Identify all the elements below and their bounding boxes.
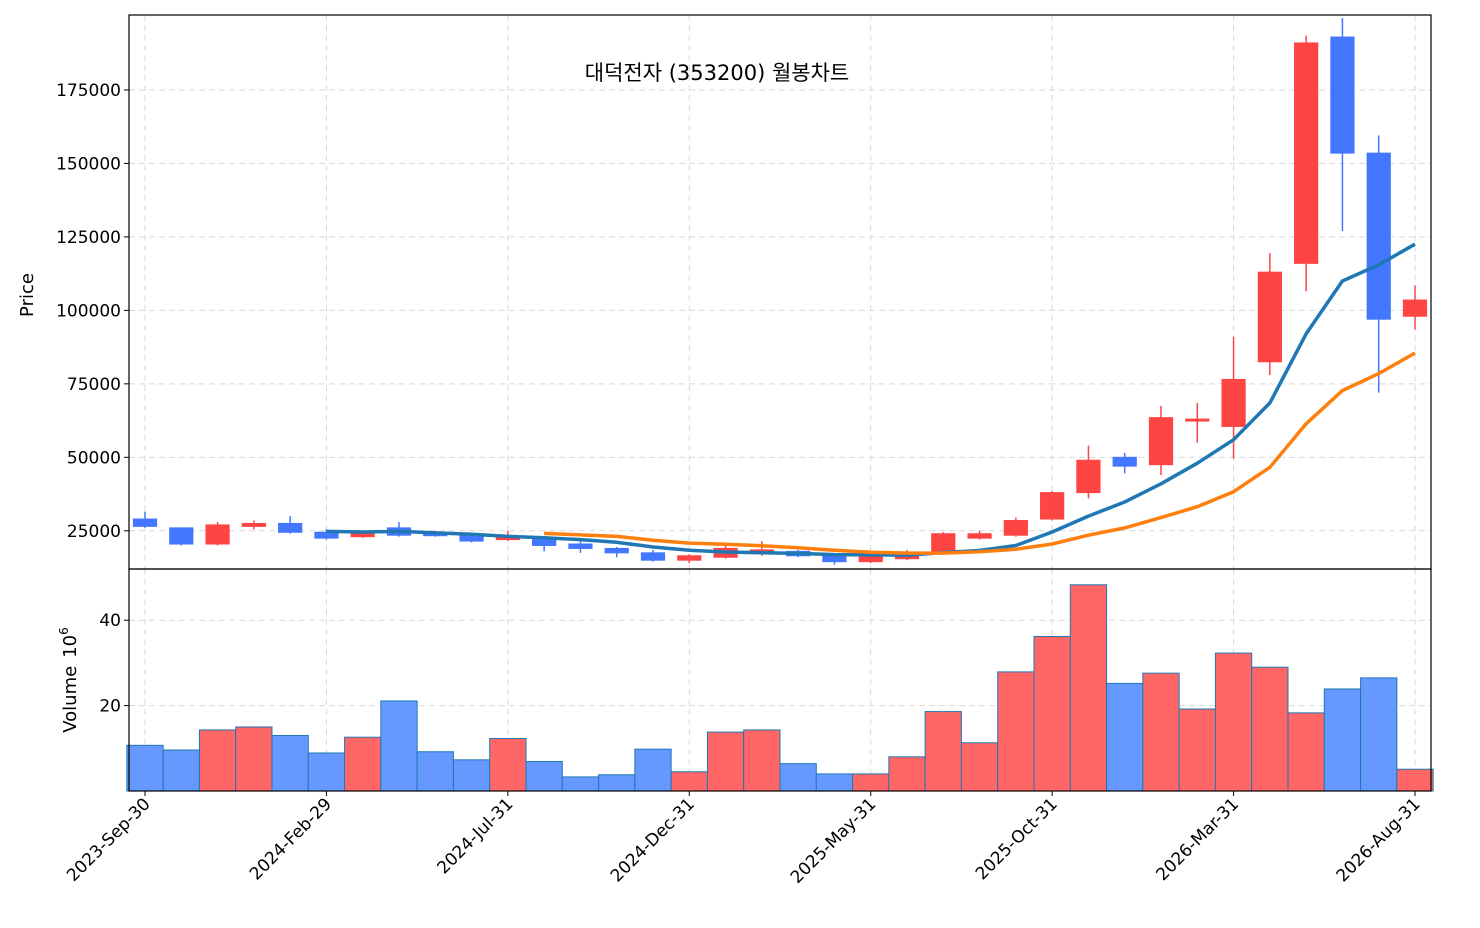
volume-bar <box>1033 635 1071 792</box>
candle-body <box>1003 520 1028 536</box>
price-tick-label: 100000 <box>56 301 121 321</box>
candle-body <box>604 547 629 554</box>
candle-body <box>205 524 230 545</box>
volume-bar <box>489 737 527 792</box>
volume-bar <box>380 700 418 792</box>
candle-body <box>967 533 992 539</box>
volume-bar <box>924 711 962 792</box>
candle-body <box>677 555 702 561</box>
volume-bar <box>416 751 454 792</box>
candle-body <box>1294 42 1319 264</box>
price-tick-label: 75000 <box>67 375 121 395</box>
candlesticks <box>132 17 1428 565</box>
volume-bar <box>960 742 999 792</box>
price-tick-label: 50000 <box>67 448 121 468</box>
candle-body <box>132 518 158 527</box>
candle-body <box>931 533 956 552</box>
volume-bar <box>706 731 745 792</box>
volume-bar <box>779 763 817 792</box>
x-tick-label: 2024-Feb-29 <box>246 794 336 884</box>
x-tick-label: 2024-Jul-31 <box>434 794 518 878</box>
candle-body <box>822 555 847 563</box>
volume-tick-label: 40 <box>99 611 121 631</box>
volume-bar <box>198 729 237 792</box>
volume-bar <box>1360 677 1398 792</box>
volume-bar <box>452 759 491 792</box>
volume-bar <box>997 671 1035 792</box>
volume-bar <box>634 748 672 792</box>
volume-axis-exponent-power: 6 <box>57 627 71 635</box>
candle-body <box>568 543 593 549</box>
candle-body <box>640 552 666 561</box>
axes-layer <box>128 14 1432 792</box>
candle-body <box>169 527 194 545</box>
candle-body <box>278 522 303 533</box>
volume-bar <box>1106 682 1144 792</box>
candle-body <box>241 522 266 527</box>
volume-bar <box>1069 584 1108 792</box>
moving-average-long-line <box>544 351 1416 555</box>
volume-bar <box>598 774 636 792</box>
volume-bar <box>162 749 200 792</box>
price-axis-label: Price <box>17 273 38 317</box>
price-tick-label: 25000 <box>67 522 121 542</box>
candle-body <box>1148 417 1174 466</box>
volume-bar <box>525 761 563 792</box>
volume-axis-label: Volume 106 <box>57 627 81 733</box>
volume-panel-frame <box>128 568 1432 792</box>
x-tick-label: 2025-Oct-31 <box>972 794 1062 884</box>
candle-body <box>1112 456 1137 467</box>
x-tick-label: 2026-Mar-31 <box>1152 794 1243 885</box>
volume-bar <box>852 773 890 792</box>
volume-bar <box>1251 666 1289 792</box>
volume-bar <box>1214 652 1253 792</box>
price-tick-label: 175000 <box>56 81 121 101</box>
price-panel-frame <box>128 14 1432 570</box>
moving-average-short-line <box>326 242 1416 557</box>
volume-bar <box>307 752 346 792</box>
candle-body <box>1366 152 1391 320</box>
x-tick-label: 2023-Sep-30 <box>63 794 154 885</box>
volume-bar <box>1287 712 1325 792</box>
volume-bar <box>1396 768 1434 792</box>
candle-body <box>1076 459 1101 494</box>
volume-axis-label-text: Volume <box>60 666 81 733</box>
x-tick-label: 2025-May-31 <box>787 794 880 887</box>
volume-bar <box>561 776 600 792</box>
volume-bar <box>235 726 273 792</box>
volume-bar <box>1178 708 1216 792</box>
volume-bar <box>1323 688 1362 792</box>
volume-bars <box>126 584 1434 792</box>
candle-body <box>1185 418 1210 422</box>
candle-body <box>1257 271 1282 363</box>
moving-average-lines <box>326 242 1416 557</box>
volume-bar <box>1142 672 1180 792</box>
candle-body <box>1040 492 1065 520</box>
price-tick-label: 125000 <box>56 228 121 248</box>
candle-body <box>1402 299 1428 317</box>
price-tick-label: 150000 <box>56 154 121 174</box>
chart-title: 대덕전자 (353200) 월봉차트 <box>585 61 849 85</box>
candle-body <box>1330 36 1355 154</box>
volume-bar <box>815 773 854 792</box>
volume-tick-label: 20 <box>99 697 121 717</box>
volume-bar <box>743 729 781 792</box>
x-tick-label: 2024-Dec-31 <box>607 794 699 886</box>
volume-bar <box>344 736 382 792</box>
volume-bar <box>271 735 309 792</box>
volume-bar <box>670 771 708 792</box>
volume-axis-exponent-base: 10 <box>60 635 81 658</box>
volume-bar <box>888 756 926 792</box>
candle-body <box>1221 378 1246 427</box>
volume-bar <box>126 744 164 792</box>
x-tick-label: 2026-Aug-31 <box>1333 794 1425 886</box>
